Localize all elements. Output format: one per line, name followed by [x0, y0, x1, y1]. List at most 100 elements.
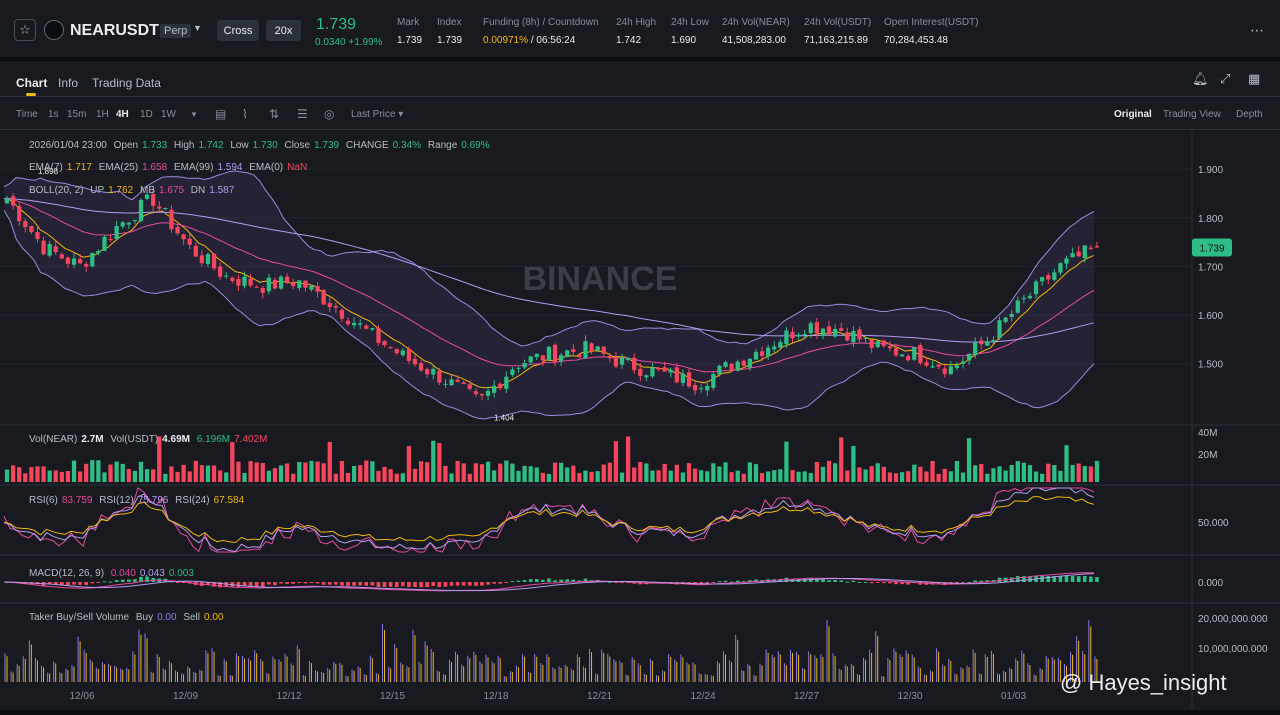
- macd-histogram-bar: [309, 582, 314, 583]
- candlestick-chart[interactable]: BINANCE 1.900 1.800 1.700 1.600 1.500 1.898 1.…: [0, 130, 1280, 710]
- candle-body: [516, 367, 521, 369]
- candle-body: [333, 305, 338, 308]
- macd-histogram-bar: [242, 582, 247, 587]
- candle-body: [668, 369, 673, 373]
- candle-body: [1015, 300, 1020, 313]
- candle-body: [692, 385, 698, 391]
- macd-histogram-bar: [882, 582, 886, 584]
- margin-mode-button[interactable]: Cross: [217, 20, 259, 41]
- candle-body: [297, 280, 302, 289]
- macd-histogram-bar: [748, 580, 752, 582]
- candle-body: [485, 390, 491, 396]
- stat-index: Index 1.739: [437, 17, 463, 46]
- candle-body: [705, 385, 710, 391]
- volume-bar: [236, 461, 241, 482]
- macd-histogram-bar: [175, 582, 180, 583]
- candle-body: [71, 258, 77, 265]
- candle-body: [930, 366, 935, 368]
- volume-bar: [461, 463, 466, 482]
- volume-bar: [388, 469, 393, 482]
- volume-bar: [303, 462, 308, 482]
- stat-24h-low: 24h Low 1.690: [671, 17, 709, 46]
- volume-bar: [625, 436, 631, 482]
- fullscreen-icon[interactable]: ⤢: [1220, 71, 1231, 86]
- settings-icon[interactable]: ◎: [324, 107, 335, 121]
- leverage-button[interactable]: 20x: [266, 20, 301, 41]
- drawing-tools-icon[interactable]: ☰: [297, 107, 308, 121]
- symbol-name[interactable]: NEARUSDT: [70, 22, 159, 39]
- interval-15m[interactable]: 15m: [67, 109, 87, 120]
- macd-histogram-bar: [839, 580, 844, 582]
- interval-1h[interactable]: 1H: [96, 109, 109, 120]
- candle-body: [102, 236, 107, 251]
- candle-body: [784, 330, 789, 344]
- interval-dropdown-icon[interactable]: ▼: [190, 110, 198, 119]
- interval-1w[interactable]: 1W: [161, 109, 176, 120]
- macd-histogram-bar: [394, 582, 399, 588]
- exchange-watermark: BINANCE: [523, 260, 678, 298]
- stat-funding[interactable]: Funding (8h) / Countdown 0.00971% / 06:56…: [483, 17, 599, 46]
- candle-body: [187, 238, 192, 245]
- candle-body: [291, 282, 296, 287]
- tab-chart[interactable]: Chart: [16, 76, 48, 90]
- candle-body: [205, 254, 211, 264]
- layout-grid-icon[interactable]: ▦: [1248, 71, 1261, 86]
- macd-histogram-bar: [626, 582, 630, 583]
- candle-body: [802, 334, 807, 336]
- volume-bar: [802, 471, 807, 482]
- view-depth[interactable]: Depth: [1236, 109, 1263, 120]
- candle-body: [175, 226, 180, 234]
- volume-bar: [741, 473, 746, 482]
- volume-bar: [717, 466, 722, 482]
- tab-info[interactable]: Info: [58, 76, 79, 90]
- volume-bar: [534, 467, 539, 482]
- candle-body: [979, 340, 984, 345]
- alert-bell-icon[interactable]: 🔔︎: [1192, 71, 1209, 86]
- volume-bar: [449, 473, 454, 482]
- candle-body: [686, 372, 692, 387]
- volume-bar: [473, 463, 479, 482]
- indicator-icon[interactable]: ⌇: [242, 107, 248, 121]
- interval-4h[interactable]: 4H: [116, 109, 129, 120]
- volume-bar: [327, 441, 332, 482]
- candle-body: [753, 351, 759, 360]
- candle-body: [17, 205, 22, 222]
- volume-tick-label: 20M: [1198, 450, 1217, 461]
- macd-histogram-bar: [1076, 576, 1081, 582]
- favorite-star-icon[interactable]: ☆: [14, 19, 36, 41]
- view-trading-view[interactable]: Trading View: [1163, 109, 1221, 120]
- macd-histogram-bar: [78, 582, 82, 585]
- symbol-dropdown-icon[interactable]: ▼: [193, 23, 202, 33]
- volume-bar: [96, 460, 101, 482]
- price-source-select[interactable]: Last Price ▾: [351, 109, 404, 120]
- volume-bar: [260, 462, 265, 482]
- low-marker: 1.404: [494, 413, 515, 422]
- candle-body: [528, 356, 533, 363]
- volume-bar: [412, 468, 418, 482]
- tab-trading-data[interactable]: Trading Data: [92, 76, 161, 90]
- more-options-icon[interactable]: ⋯: [1250, 22, 1264, 38]
- chart-area[interactable]: BINANCE 1.900 1.800 1.700 1.600 1.500 1.898 1.…: [0, 130, 1280, 710]
- candle-body: [954, 365, 960, 369]
- interval-1d[interactable]: 1D: [140, 109, 153, 120]
- macd-histogram-bar: [291, 582, 296, 584]
- volume-bar: [205, 465, 211, 482]
- volume-bar: [632, 467, 637, 482]
- volume-bar: [467, 473, 472, 482]
- macd-histogram-bar: [498, 582, 503, 584]
- interval-1s[interactable]: 1s: [48, 109, 59, 120]
- candle-body: [638, 368, 643, 376]
- volume-bar: [1094, 460, 1100, 482]
- candle-body: [211, 253, 217, 269]
- macd-histogram-bar: [139, 576, 143, 582]
- volume-bar: [114, 461, 119, 482]
- rsi-tick-label: 50.000: [1198, 518, 1229, 529]
- candle-body: [790, 331, 795, 339]
- contract-type-badge: Perp: [160, 24, 192, 38]
- depth-toggle-icon[interactable]: ⇅: [269, 107, 280, 121]
- macd-histogram-bar: [778, 578, 783, 582]
- volume-bar: [942, 468, 947, 482]
- macd-histogram-bar: [583, 578, 588, 582]
- view-original[interactable]: Original: [1114, 109, 1152, 120]
- calendar-icon[interactable]: ▤: [215, 107, 227, 121]
